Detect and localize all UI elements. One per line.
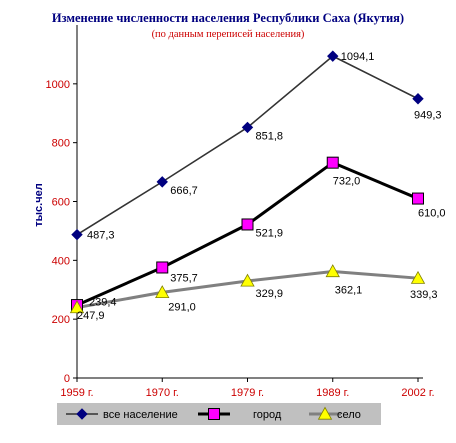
x-tick-label: 2002 г. xyxy=(401,387,434,399)
data-label: 949,3 xyxy=(414,110,442,122)
data-point xyxy=(156,261,169,274)
x-tick-label: 1989 г. xyxy=(316,387,349,399)
x-tick-label: 1959 г. xyxy=(60,387,93,399)
legend-marker xyxy=(76,408,88,420)
data-label: 362,1 xyxy=(335,284,363,296)
data-label: 732,0 xyxy=(333,176,361,188)
series-line-all xyxy=(76,55,419,236)
data-label: 851,8 xyxy=(256,130,284,142)
data-point xyxy=(71,228,83,241)
x-tick-label: 1970 г. xyxy=(146,387,179,399)
data-point xyxy=(412,192,424,205)
data-point xyxy=(155,285,170,298)
y-tick-label: 1000 xyxy=(46,79,70,91)
chart-subtitle: (по данным переписей населения) xyxy=(152,29,305,40)
y-tick-label: 0 xyxy=(64,373,70,385)
legend-label: город xyxy=(253,409,282,421)
data-label: 487,3 xyxy=(87,230,115,242)
data-label: 339,3 xyxy=(410,289,438,301)
data-point xyxy=(240,273,255,287)
data-label: 1094,1 xyxy=(341,51,375,63)
data-label: 329,9 xyxy=(256,288,284,300)
y-tick-label: 400 xyxy=(52,255,70,267)
legend-marker xyxy=(208,408,220,420)
data-label: 291,0 xyxy=(168,301,196,313)
chart-title: Изменение численности населения Республи… xyxy=(52,11,404,25)
data-point xyxy=(412,93,424,105)
data-label: 610,0 xyxy=(418,208,446,220)
data-point xyxy=(156,176,168,188)
x-tick-label: 1979 г. xyxy=(231,387,264,399)
data-point xyxy=(241,218,254,231)
y-tick-label: 200 xyxy=(52,314,70,326)
data-point xyxy=(327,50,339,62)
legend-marker xyxy=(317,406,333,420)
data-point xyxy=(69,300,85,314)
legend-label: село xyxy=(337,409,361,421)
data-label: 666,7 xyxy=(170,185,198,197)
data-label: 239,4 xyxy=(89,297,117,309)
data-label: 375,7 xyxy=(170,272,198,284)
data-label: 247,9 xyxy=(77,310,105,322)
data-point xyxy=(410,270,426,284)
y-tick-label: 600 xyxy=(52,197,70,209)
y-axis-label: тыс.чел xyxy=(33,183,45,226)
y-tick-label: 800 xyxy=(52,138,70,150)
legend-label: все население xyxy=(103,409,178,421)
data-point xyxy=(241,121,254,134)
data-point xyxy=(326,156,339,169)
data-point xyxy=(325,264,340,278)
data-label: 521,9 xyxy=(256,227,284,239)
